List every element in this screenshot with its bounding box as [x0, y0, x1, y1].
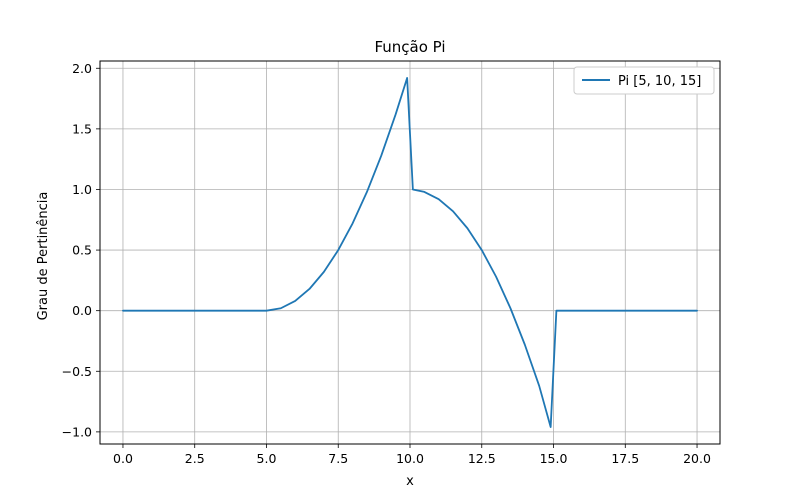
- y-axis-label: Grau de Pertinência: [36, 192, 51, 321]
- x-tick-label: 15.0: [540, 451, 568, 466]
- x-tick-label: 20.0: [683, 451, 711, 466]
- y-tick-label: −0.5: [62, 364, 92, 379]
- x-tick-label: 10.0: [396, 451, 424, 466]
- series-layer: [122, 77, 698, 428]
- x-axis-label: x: [406, 474, 414, 489]
- legend-box: [573, 66, 715, 95]
- legend: Pi [5, 10, 15]: [573, 66, 715, 95]
- series-line: [122, 77, 698, 428]
- x-axis: 0.0 2.5 5.0 7.5 10.0 12.5 15.0 17.5 20.0: [113, 444, 711, 466]
- y-tick-label: 0.5: [72, 243, 92, 258]
- y-tick-label: −1.0: [62, 424, 92, 439]
- x-tick-label: 17.5: [611, 451, 639, 466]
- legend-label: Pi [5, 10, 15]: [618, 74, 701, 89]
- x-tick-label: 7.5: [328, 451, 348, 466]
- y-tick-label: 1.5: [72, 121, 92, 136]
- x-tick-label: 12.5: [468, 451, 496, 466]
- y-axis: −1.0 −0.5 0.0 0.5 1.0 1.5 2.0: [62, 61, 100, 439]
- x-tick-label: 2.5: [185, 451, 205, 466]
- x-tick-label: 0.0: [113, 451, 133, 466]
- x-tick-label: 5.0: [257, 451, 277, 466]
- y-tick-label: 1.0: [72, 182, 92, 197]
- chart-title: Função Pi: [374, 38, 445, 56]
- y-tick-label: 0.0: [72, 303, 92, 318]
- y-tick-label: 2.0: [72, 61, 92, 76]
